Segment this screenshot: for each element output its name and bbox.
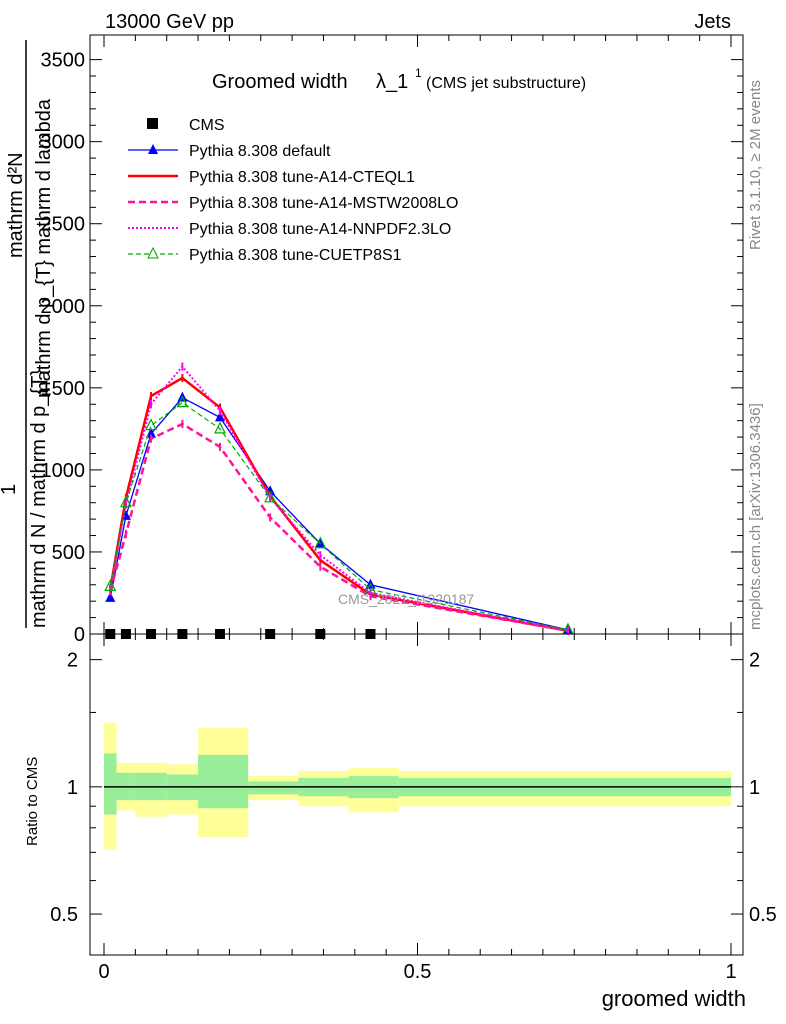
legend-label: CMS [189, 117, 225, 134]
ylabel-top: mathrm d²N [5, 152, 27, 258]
mcplots-label: mcplots.cern.ch [arXiv:1306.3436] [747, 403, 764, 630]
series-5 [104, 395, 574, 635]
xtick-label: 0 [98, 961, 109, 983]
legend-item: Pythia 8.308 default [128, 143, 331, 160]
series-point [314, 536, 327, 549]
ylabel-num: 1 [0, 484, 20, 495]
series-point [146, 427, 157, 438]
chart-title: Groomed width λ_1 1 (CMS jet substructur… [212, 66, 586, 93]
x-axis-label: groomed width [602, 986, 746, 1011]
legend: CMS Pythia 8.308 default Pythia 8.308 tune… [128, 117, 458, 264]
title-symbol: λ_1 [376, 71, 408, 93]
series-point [214, 411, 225, 422]
xtick-label: 1 [725, 961, 736, 983]
ytick-label: 1000 [41, 460, 86, 482]
series-point [364, 582, 377, 595]
xtick-label: 0.5 [404, 961, 432, 983]
ytick-label: 0 [74, 624, 85, 646]
y-axis-label: mathrm d²N mathrm d p_{T} mathrm d lambd… [0, 40, 55, 628]
ratio-band-green [198, 754, 249, 809]
legend-item: CMS [147, 117, 225, 134]
ratio-ytick-label: 1 [67, 777, 78, 799]
ylabel-top2: mathrm d p_{T} mathrm d lambda [33, 98, 55, 398]
ylabel-den: mathrm d N / mathrm d p_{T} [28, 369, 50, 628]
series-point [214, 421, 226, 434]
ytick-label: 500 [52, 542, 85, 564]
ratio-panel: 0.5 0.5 1 1 2 2 0 0.5 1 [50, 633, 777, 983]
legend-swatch [147, 118, 158, 129]
ratio-band-green [104, 753, 117, 815]
legend-label: Pythia 8.308 tune-A14-CTEQL1 [189, 169, 415, 186]
legend-label: Pythia 8.308 tune-CUETP8S1 [189, 247, 402, 264]
ratio-ytick-label-right: 0.5 [749, 904, 777, 926]
legend-marker [147, 246, 159, 259]
series-point [315, 537, 326, 548]
title-sup: 1 [415, 66, 422, 80]
header-right: Jets [694, 11, 731, 33]
ratio-ytick-label-right: 2 [749, 650, 760, 672]
ratio-ytick-label: 0.5 [50, 904, 78, 926]
ratio-ytick-label-right: 1 [749, 777, 760, 799]
ytick-label: 2500 [41, 214, 86, 236]
legend-item: Pythia 8.308 tune-A14-MSTW2008LO [128, 195, 458, 212]
series-point [105, 591, 116, 602]
legend-item: Pythia 8.308 tune-A14-CTEQL1 [128, 169, 415, 186]
legend-item: Pythia 8.308 tune-CUETP8S1 [128, 246, 402, 264]
series-line [109, 401, 569, 631]
watermark: CMS_2021_I1920187 [338, 591, 474, 607]
main-panel: 0 500 1000 1500 2000 2500 3000 3500 [41, 34, 744, 646]
header-left: 13000 GeV pp [105, 11, 234, 33]
legend-label: Pythia 8.308 tune-A14-MSTW2008LO [189, 195, 458, 212]
series-point [104, 579, 117, 592]
legend-item: Pythia 8.308 tune-A14-NNPDF2.3LO [128, 221, 451, 238]
series-point [119, 495, 132, 508]
ytick-label: 1500 [41, 378, 86, 400]
legend-label: Pythia 8.308 default [189, 143, 331, 160]
series-point [264, 490, 277, 503]
series-point [145, 418, 157, 431]
series-point [176, 395, 189, 408]
ratio-frame [89, 633, 744, 956]
ratio-band-green [248, 781, 299, 795]
ratio-ytick-label: 2 [67, 650, 78, 672]
ytick-label: 3000 [41, 132, 86, 154]
ytick-label: 2000 [41, 296, 86, 318]
legend-label: Pythia 8.308 tune-A14-NNPDF2.3LO [189, 221, 451, 238]
title-text: Groomed width [212, 71, 348, 93]
legend-marker [148, 144, 158, 154]
ratio-ylabel: Ratio to CMS [24, 757, 41, 846]
ytick-label: 3500 [41, 50, 86, 72]
rivet-label: Rivet 3.1.10, ≥ 2M events [747, 80, 764, 250]
main-frame [89, 34, 744, 635]
title-subtitle: (CMS jet substructure) [426, 75, 586, 92]
